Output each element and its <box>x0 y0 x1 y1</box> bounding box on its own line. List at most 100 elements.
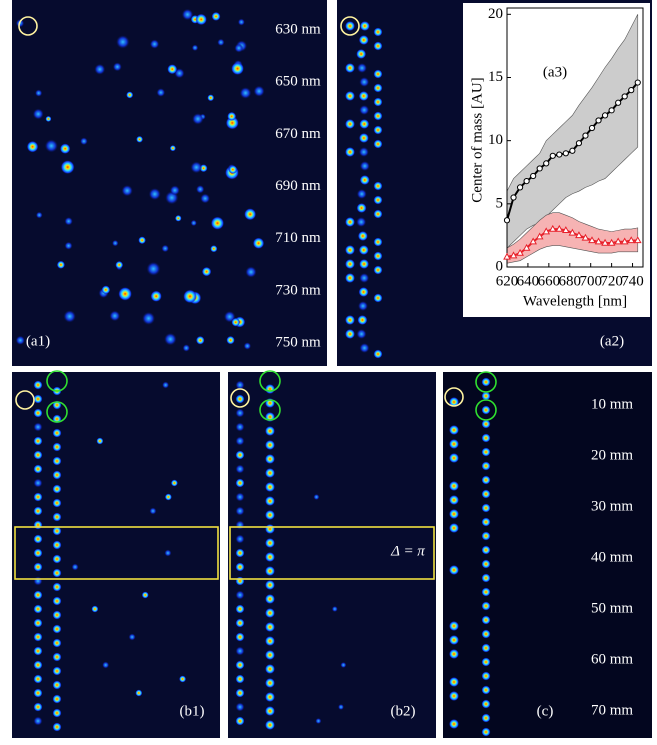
spot <box>359 21 370 31</box>
spot <box>235 702 245 712</box>
spot <box>148 188 161 201</box>
distance-label: 60 mm <box>591 651 633 667</box>
spot <box>373 237 383 247</box>
spot <box>161 244 169 253</box>
spot <box>138 236 146 245</box>
marker <box>503 217 511 224</box>
spot <box>207 94 215 102</box>
spot <box>33 674 43 684</box>
spot <box>359 259 370 269</box>
marker <box>621 93 628 100</box>
spot <box>481 433 491 443</box>
spot <box>169 185 180 196</box>
distance-label: 40 mm <box>591 549 633 565</box>
spot <box>481 475 491 485</box>
spot <box>313 494 320 500</box>
spot <box>190 219 197 227</box>
marker <box>503 252 511 260</box>
spot <box>357 63 368 73</box>
panel-label: (a2) <box>600 333 624 349</box>
panel-a1 <box>12 0 327 366</box>
spot <box>128 633 136 641</box>
spot <box>94 63 106 75</box>
spot <box>358 287 369 297</box>
spot <box>373 97 383 107</box>
spot <box>33 422 43 432</box>
marker <box>529 237 538 245</box>
spot <box>356 203 367 213</box>
spot <box>449 425 459 435</box>
wavelength-label: 670 nm <box>275 126 321 142</box>
spot <box>235 380 245 390</box>
spot <box>265 468 275 478</box>
spot <box>235 548 245 558</box>
marker <box>569 147 576 154</box>
marker <box>594 237 603 245</box>
spot <box>235 632 245 642</box>
marker <box>535 232 544 240</box>
spot <box>235 716 245 726</box>
spot <box>234 43 244 53</box>
spot <box>265 678 275 688</box>
spot <box>265 566 275 576</box>
spot <box>331 606 338 612</box>
spot <box>265 650 275 660</box>
spot <box>345 147 355 157</box>
spot <box>265 580 275 590</box>
spot <box>33 380 43 390</box>
x-tick-label: 680 <box>559 273 582 289</box>
spot <box>33 464 43 474</box>
spot <box>52 554 62 564</box>
spot <box>112 239 119 247</box>
spot <box>356 189 367 199</box>
spot <box>315 718 322 724</box>
panel-label: (b2) <box>391 703 416 719</box>
spot <box>52 540 62 550</box>
spot <box>373 69 383 79</box>
marker <box>575 140 583 147</box>
spot <box>217 38 225 46</box>
spot <box>345 273 355 283</box>
spot <box>33 562 43 572</box>
distance-label: 70 mm <box>591 702 633 718</box>
spot <box>235 604 245 614</box>
spot <box>359 105 370 115</box>
marker <box>615 99 622 106</box>
spot <box>52 610 62 620</box>
spot <box>115 260 124 269</box>
marker <box>620 237 629 245</box>
spot <box>237 18 245 26</box>
spot <box>52 624 62 634</box>
wavelength-label: 650 nm <box>275 74 321 90</box>
spot <box>116 35 130 49</box>
spot <box>226 335 235 345</box>
spot <box>449 719 459 729</box>
spot <box>109 310 121 322</box>
spot <box>235 450 245 460</box>
spot <box>235 492 245 502</box>
spot <box>449 565 459 575</box>
spot <box>265 482 275 492</box>
labels: (a1) (a2) (b1) (b2) (c) Δ = π 630 nm 650 … <box>26 21 633 719</box>
spot <box>265 692 275 702</box>
spot <box>60 160 75 175</box>
band <box>506 212 639 264</box>
spot <box>181 8 194 21</box>
spot <box>80 137 88 146</box>
spot <box>345 91 355 101</box>
spot <box>33 478 43 488</box>
yellow-circle <box>15 390 35 410</box>
spot <box>373 83 383 93</box>
spot <box>52 484 62 494</box>
spot <box>33 534 43 544</box>
spot <box>481 601 491 611</box>
spot <box>345 259 355 269</box>
spot <box>356 49 367 59</box>
spot <box>112 62 122 72</box>
marker <box>601 238 609 246</box>
marker <box>595 117 602 124</box>
spot <box>481 419 491 429</box>
spot <box>52 470 62 480</box>
spot <box>45 115 52 122</box>
spot <box>33 716 43 726</box>
